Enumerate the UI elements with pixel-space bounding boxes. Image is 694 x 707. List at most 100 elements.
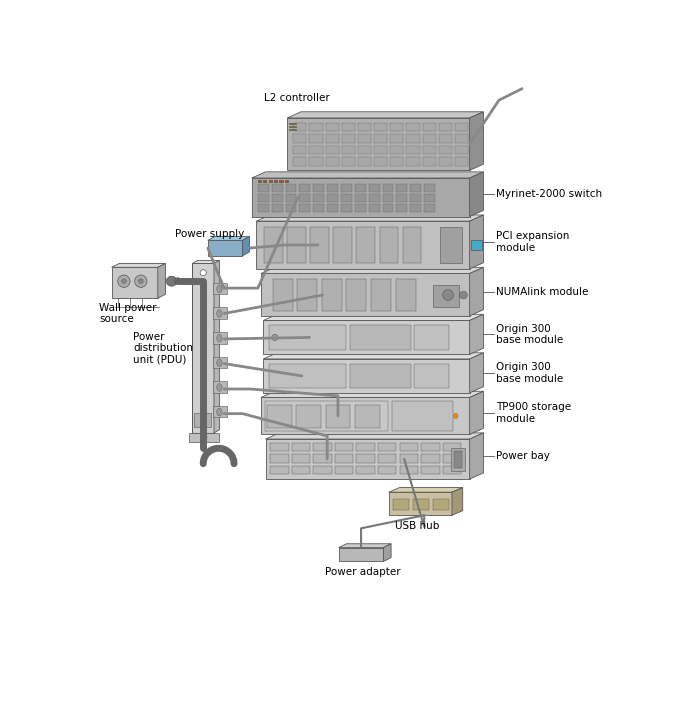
Bar: [291, 455, 310, 463]
Bar: [287, 118, 470, 170]
Polygon shape: [263, 353, 484, 359]
Bar: [342, 122, 355, 131]
Bar: [396, 279, 416, 311]
Bar: [355, 405, 380, 428]
Polygon shape: [470, 267, 484, 316]
Bar: [410, 194, 421, 202]
Bar: [443, 466, 462, 474]
Bar: [189, 433, 219, 442]
Polygon shape: [112, 264, 165, 267]
Bar: [342, 157, 355, 165]
Bar: [390, 157, 403, 165]
Bar: [310, 122, 323, 131]
Text: PCI expansion
module: PCI expansion module: [496, 231, 569, 252]
Bar: [256, 221, 470, 269]
Bar: [358, 122, 371, 131]
Bar: [423, 122, 436, 131]
Bar: [471, 240, 482, 250]
Text: Origin 300
base module: Origin 300 base module: [496, 362, 563, 384]
Bar: [327, 204, 338, 212]
Bar: [390, 134, 403, 143]
Text: Power adapter: Power adapter: [325, 567, 400, 577]
Circle shape: [139, 279, 143, 284]
Bar: [327, 194, 338, 202]
Polygon shape: [208, 237, 249, 240]
Bar: [358, 157, 371, 165]
Bar: [265, 402, 388, 431]
Bar: [369, 204, 380, 212]
Bar: [300, 194, 310, 202]
Bar: [455, 157, 468, 165]
Bar: [407, 157, 420, 165]
Text: L2 controller: L2 controller: [264, 93, 330, 103]
Polygon shape: [389, 488, 463, 492]
Bar: [455, 122, 468, 131]
Bar: [313, 194, 324, 202]
Bar: [350, 363, 411, 388]
Bar: [357, 466, 375, 474]
Bar: [291, 443, 310, 451]
Bar: [289, 122, 296, 124]
Bar: [410, 204, 421, 212]
Bar: [310, 146, 323, 154]
Circle shape: [272, 334, 278, 341]
Bar: [432, 285, 459, 307]
Polygon shape: [266, 433, 484, 439]
Circle shape: [443, 290, 453, 300]
Bar: [342, 134, 355, 143]
Bar: [393, 499, 409, 510]
Bar: [382, 184, 393, 192]
Bar: [266, 439, 470, 479]
Bar: [270, 455, 289, 463]
Bar: [208, 240, 242, 256]
Text: Myrinet-2000 switch: Myrinet-2000 switch: [496, 189, 602, 199]
Bar: [369, 194, 380, 202]
Bar: [286, 194, 296, 202]
Bar: [341, 184, 352, 192]
Bar: [270, 466, 289, 474]
Bar: [382, 194, 393, 202]
Bar: [434, 499, 449, 510]
Bar: [439, 122, 452, 131]
Bar: [421, 455, 439, 463]
Polygon shape: [470, 433, 484, 479]
Bar: [335, 443, 353, 451]
Bar: [390, 146, 403, 154]
Circle shape: [203, 436, 207, 440]
Bar: [346, 279, 366, 311]
Bar: [357, 443, 375, 451]
Bar: [378, 455, 396, 463]
Bar: [258, 194, 269, 202]
Bar: [371, 279, 391, 311]
Circle shape: [200, 269, 206, 276]
Polygon shape: [158, 264, 165, 298]
Ellipse shape: [217, 384, 222, 391]
Bar: [261, 274, 470, 316]
Bar: [350, 325, 411, 350]
Bar: [355, 204, 366, 212]
Bar: [258, 184, 269, 192]
Polygon shape: [192, 260, 219, 264]
Polygon shape: [261, 391, 484, 397]
Bar: [272, 184, 282, 192]
Bar: [333, 227, 352, 263]
Bar: [289, 129, 296, 130]
Bar: [194, 413, 211, 427]
Bar: [355, 184, 366, 192]
Bar: [280, 180, 282, 182]
Bar: [269, 180, 272, 182]
Polygon shape: [261, 267, 484, 274]
Bar: [327, 184, 338, 192]
Polygon shape: [470, 353, 484, 393]
Bar: [414, 363, 449, 388]
Polygon shape: [470, 315, 484, 354]
Bar: [269, 363, 346, 388]
Bar: [380, 227, 398, 263]
Bar: [261, 397, 470, 434]
Bar: [403, 227, 421, 263]
Bar: [285, 180, 288, 182]
Bar: [439, 134, 452, 143]
Bar: [396, 184, 407, 192]
Bar: [374, 157, 387, 165]
Bar: [407, 134, 420, 143]
